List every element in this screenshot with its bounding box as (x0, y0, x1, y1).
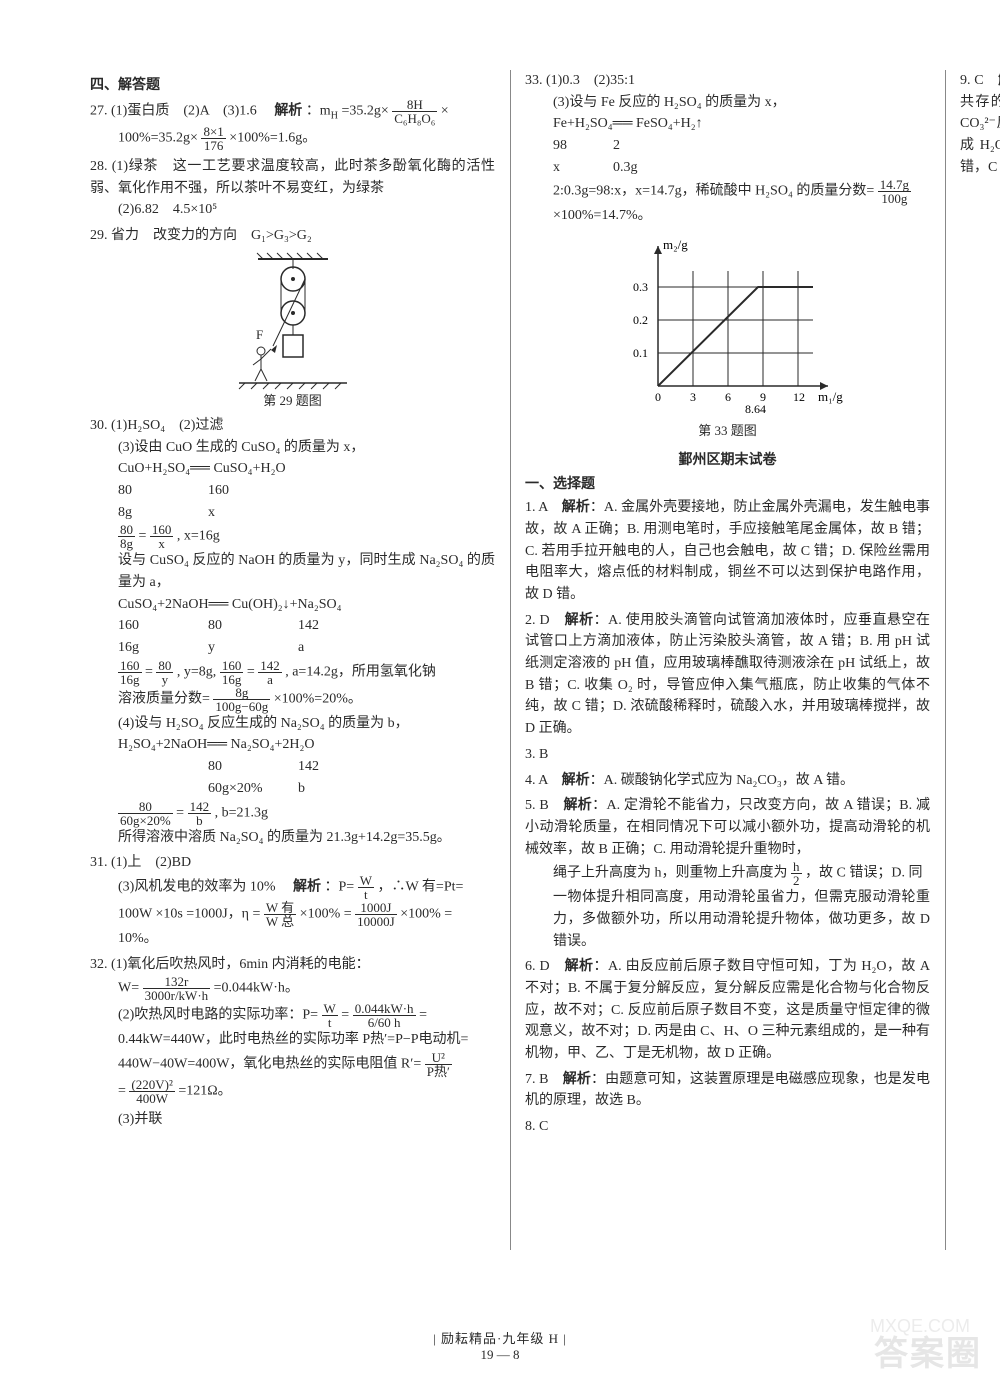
page-footer: | 励耘精品·九年级 H | 19 — 8 (0, 1328, 1000, 1363)
svg-text:0: 0 (655, 390, 661, 404)
q29: 29. 省力 改变力的方向 G₁>G₃>G₂ (90, 225, 495, 411)
footer-page: 19 — 8 (0, 1347, 1000, 1363)
q33: 33. (1)0.3 (2)35:1 (3)设与 Fe 反应的 H₂SO₄ 的质… (525, 70, 930, 441)
watermark-text: 答案圈 (874, 1326, 982, 1375)
svg-text:0.1: 0.1 (633, 346, 648, 360)
q32: 32. (1)氧化后吹热风时，6min 内消耗的电能： W= 132r3000r… (90, 954, 495, 1105)
pulley-diagram: F (233, 251, 353, 391)
analysis-label: 解析 (274, 104, 302, 119)
section-1-title: 一、选择题 (525, 473, 930, 493)
q33-chart: m₂/g m₁/g 0.1 0.2 0.3 0 3 6 9 12 8.64 第 … (525, 231, 930, 441)
svg-text:F: F (256, 327, 263, 342)
svg-text:m₂/g: m₂/g (663, 237, 688, 252)
svg-text:8.64: 8.64 (745, 402, 766, 416)
paper-title: 鄞州区期末试卷 (525, 449, 930, 469)
page-body: 四、解答题 27. (1)蛋白质 (2)A (3)1.6 解析 ：mH =35.… (0, 0, 1000, 1290)
r-q7: 7. B 解析：由题意可知，这装置原理是电磁感应现象，也是发电机的原理，故选 B… (525, 1069, 930, 1112)
svg-text:0.3: 0.3 (633, 280, 648, 294)
fraction: 8HC₆H₈O₆ (392, 98, 437, 125)
r-q1: 1. A 解析：A. 金属外壳要接地，防止金属外壳漏电，发生触电事故，故 A 正… (525, 497, 930, 605)
svg-text:m₁/g: m₁/g (818, 389, 843, 404)
q29-figure: F 第 29 题图 (90, 251, 495, 411)
r-q4: 4. A 解析：A. 碳酸钠化学式应为 Na₂CO₃，故 A 错。 (525, 770, 930, 792)
q30: 30. (1)H₂SO₄ (2)过滤 (3)设由 CuO 生成的 CuSO₄ 的… (90, 415, 495, 848)
fraction: 8×1176 (201, 125, 225, 152)
r-q8: 8. C (525, 1116, 930, 1138)
svg-text:12: 12 (793, 390, 805, 404)
r-q6: 6. D 解析：A. 由反应前后原子数目守恒可知，丁为 H₂O，故 A 不对；B… (525, 956, 930, 1064)
r-q3: 3. B (525, 744, 930, 766)
r-q9: 9. C 解析：pH=3，说明溶液中肯定含有 H⁺，而判断是否能大量共存的依据，… (960, 70, 1000, 178)
line-chart: m₂/g m₁/g 0.1 0.2 0.3 0 3 6 9 12 8.64 (613, 231, 843, 421)
r-q5: 5. B 解析：A. 定滑轮不能省力，只改变方向，故 A 错误；B. 减小动滑轮… (525, 795, 930, 952)
r-q2: 2. D 解析：A. 使用胶头滴管向试管滴加液体时，应垂直悬空在试管口上方滴加液… (525, 610, 930, 740)
q31: 31. (1)上 (2)BD (3)风机发电的效率为 10% 解析 ：P= Wt… (90, 852, 495, 949)
svg-text:3: 3 (690, 390, 696, 404)
svg-text:6: 6 (725, 390, 731, 404)
footer-brand: | 励耘精品·九年级 H | (0, 1328, 1000, 1347)
section-4-title: 四、解答题 (90, 74, 495, 94)
q27: 27. (1)蛋白质 (2)A (3)1.6 解析 ：mH =35.2g× 8H… (90, 98, 495, 152)
q32-3: (3)并联 (90, 1109, 495, 1131)
q28: 28. (1)绿茶 这一工艺要求温度较高，此时茶多酚氧化酶的活性弱、氧化作用不强… (90, 156, 495, 221)
svg-text:0.2: 0.2 (633, 313, 648, 327)
